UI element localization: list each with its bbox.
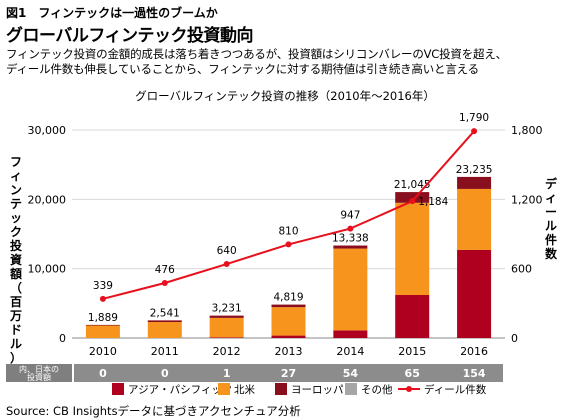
deal-count-point bbox=[471, 128, 478, 135]
y-axis-title: フィンテック投資額（百万ドル） bbox=[9, 155, 22, 365]
x-tick-label: 2013 bbox=[275, 345, 303, 358]
bar-segment bbox=[209, 315, 244, 318]
bar-segment bbox=[395, 192, 430, 203]
deal-count-point bbox=[409, 198, 416, 205]
bar-segment bbox=[209, 337, 244, 338]
bar-total-label: 3,231 bbox=[212, 303, 242, 315]
legend-line-marker bbox=[406, 386, 412, 392]
y2-tick-label: 1,200 bbox=[511, 193, 543, 206]
legend-label: アジア・パシフィック bbox=[128, 384, 232, 396]
deal-count-label: 1,790 bbox=[459, 112, 489, 124]
x-tick-label: 2014 bbox=[336, 345, 364, 358]
bar-segment bbox=[271, 304, 306, 308]
y2-tick-label: 600 bbox=[511, 263, 532, 276]
bar-segment bbox=[333, 330, 368, 338]
description: フィンテック投資の金額的成長は落ち着きつつあるが、投資額はシリコンバレーのVC投… bbox=[6, 47, 562, 77]
japan-row-value: 0 bbox=[99, 367, 107, 380]
x-tick-label: 2016 bbox=[460, 345, 488, 358]
bar-total-label: 21,045 bbox=[394, 179, 431, 191]
bar-total-label: 4,819 bbox=[273, 292, 303, 304]
deal-count-label: 476 bbox=[155, 264, 175, 276]
y-tick-label: 10,000 bbox=[28, 263, 67, 276]
japan-row-label: 内、日本の bbox=[19, 364, 59, 374]
bar-segment bbox=[85, 325, 120, 338]
deal-count-point bbox=[285, 241, 292, 248]
bar-segment bbox=[333, 248, 368, 331]
bar-segment bbox=[209, 317, 244, 338]
source-note: Source: CB Insightsデータに基づきアクセンチュア分析 bbox=[6, 404, 301, 418]
japan-row-value: 54 bbox=[343, 367, 359, 380]
figure-label: 図1 フィンテックは一過性のブームか bbox=[6, 6, 218, 20]
bar-total-label: 1,889 bbox=[88, 312, 118, 324]
deal-count-label: 810 bbox=[278, 225, 298, 237]
deal-count-label: 640 bbox=[217, 245, 237, 257]
japan-row-value: 1 bbox=[223, 367, 231, 380]
legend-label: ディール件数 bbox=[424, 383, 487, 396]
bar-segment bbox=[271, 335, 306, 338]
bar-segment bbox=[333, 245, 368, 249]
japan-row-value: 65 bbox=[405, 367, 420, 380]
deal-count-label: 947 bbox=[340, 210, 360, 222]
bar-segment bbox=[457, 176, 492, 189]
bar-segment bbox=[457, 188, 492, 250]
legend-label: 北米 bbox=[234, 383, 255, 396]
y-tick-label: 20,000 bbox=[28, 193, 67, 206]
japan-row-header bbox=[6, 364, 72, 382]
bar-segment bbox=[271, 307, 306, 336]
description-line-2: ディール件数も伸長していることから、フィンテックに対する期待値は引き続き高いと言… bbox=[6, 62, 479, 76]
legend-swatch bbox=[112, 383, 124, 395]
bar-segment bbox=[395, 295, 430, 338]
bar-total-label: 23,235 bbox=[456, 164, 493, 176]
y2-axis-title: ディール件数 bbox=[545, 176, 558, 261]
bar-segment bbox=[147, 322, 182, 338]
x-tick-label: 2015 bbox=[398, 345, 426, 358]
japan-row-value: 154 bbox=[463, 367, 486, 380]
japan-row-label: 投資額 bbox=[27, 372, 51, 382]
legend-swatch bbox=[275, 383, 287, 395]
bar-total-label: 13,338 bbox=[332, 233, 369, 245]
x-tick-label: 2012 bbox=[213, 345, 241, 358]
japan-row-value: 0 bbox=[161, 367, 169, 380]
japan-row-value: 27 bbox=[281, 367, 296, 380]
bar-segment bbox=[147, 320, 182, 323]
x-tick-label: 2010 bbox=[89, 345, 117, 358]
y-tick-label: 0 bbox=[59, 332, 66, 345]
chart-title: グローバルフィンテック投資の推移（2010年〜2016年） bbox=[135, 89, 435, 103]
japan-row-band bbox=[74, 364, 503, 382]
deal-count-point bbox=[161, 279, 168, 286]
x-tick-label: 2011 bbox=[151, 345, 179, 358]
legend-swatch bbox=[218, 383, 230, 395]
deal-count-point bbox=[99, 295, 106, 302]
legend-label: その他 bbox=[361, 383, 393, 396]
y2-tick-label: 1,800 bbox=[511, 124, 543, 137]
legend-swatch bbox=[345, 383, 357, 395]
bar-segment bbox=[395, 202, 430, 296]
bar-total-label: 2,541 bbox=[150, 307, 180, 319]
legend-label: ヨーロッパ bbox=[291, 384, 344, 396]
deal-count-point bbox=[347, 225, 354, 232]
bar-segment bbox=[457, 249, 492, 338]
deal-count-label: 1,184 bbox=[418, 196, 448, 208]
deal-count-label: 339 bbox=[93, 280, 113, 292]
y-tick-label: 30,000 bbox=[28, 124, 67, 137]
deal-count-point bbox=[223, 261, 230, 268]
y2-tick-label: 0 bbox=[511, 332, 518, 345]
bar-segment bbox=[85, 324, 120, 326]
page-headline: グローバルフィンテック投資動向 bbox=[6, 26, 254, 46]
description-line-1: フィンテック投資の金額的成長は落ち着きつつあるが、投資額はシリコンバレーのVC投… bbox=[6, 47, 507, 61]
